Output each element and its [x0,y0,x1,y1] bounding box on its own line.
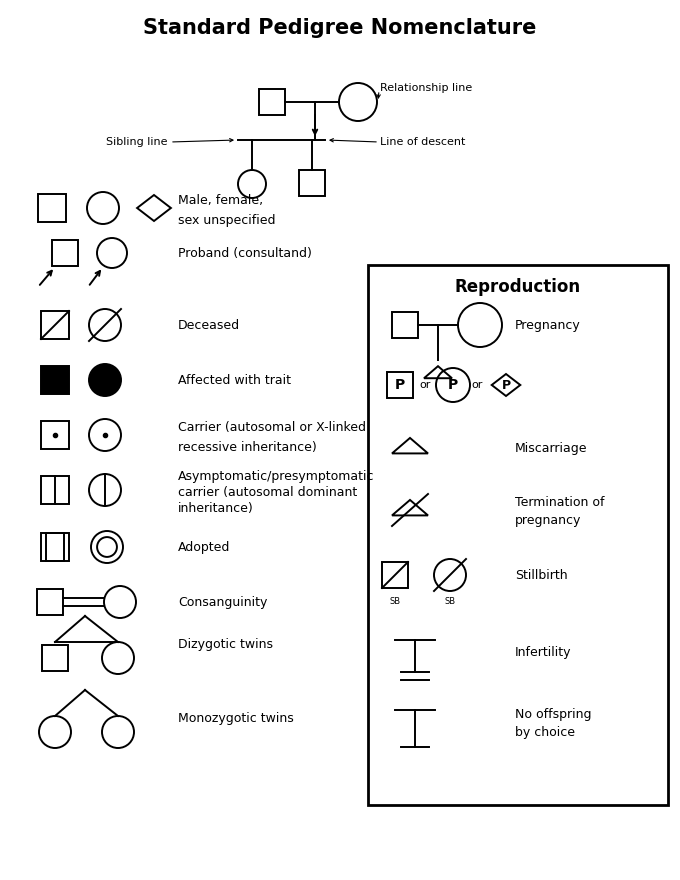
Text: Consanguinity: Consanguinity [178,596,267,608]
Text: P: P [501,378,511,392]
Text: Adopted: Adopted [178,540,231,554]
Text: carrier (autosomal dominant: carrier (autosomal dominant [178,486,357,498]
Bar [41,421,69,449]
Bar [38,194,66,222]
Bar [41,476,69,504]
Text: Line of descent: Line of descent [380,137,465,147]
Text: Reproduction: Reproduction [455,278,581,296]
Text: Pregnancy: Pregnancy [515,319,581,332]
Text: SB: SB [445,597,456,606]
Bar [392,312,418,338]
Text: Proband (consultand): Proband (consultand) [178,246,312,260]
Text: or: or [420,380,430,390]
Bar [52,240,78,266]
Bar [41,366,69,394]
Text: recessive inheritance): recessive inheritance) [178,441,317,453]
Bar [37,589,63,615]
Text: pregnancy: pregnancy [515,514,581,526]
Text: sex unspecified: sex unspecified [178,214,275,226]
Text: Relationship line: Relationship line [380,83,472,93]
Text: inheritance): inheritance) [178,502,254,515]
Text: Affected with trait: Affected with trait [178,373,291,386]
Bar [387,372,413,398]
Text: Stillbirth: Stillbirth [515,568,568,582]
Text: Infertility: Infertility [515,646,571,658]
Text: P: P [448,378,458,392]
Bar [42,645,68,671]
Bar [259,89,285,115]
Bar [368,265,668,805]
Text: Sibling line: Sibling line [107,137,168,147]
Text: Termination of: Termination of [515,495,605,509]
Text: Monozygotic twins: Monozygotic twins [178,712,294,724]
Bar [41,533,69,561]
Text: Standard Pedigree Nomenclature: Standard Pedigree Nomenclature [143,18,537,38]
Bar [382,562,408,588]
Bar [41,311,69,339]
Text: Dizygotic twins: Dizygotic twins [178,637,273,650]
Text: Miscarriage: Miscarriage [515,442,588,454]
Text: No offspring: No offspring [515,708,592,721]
Text: Asymptomatic/presymptomatic: Asymptomatic/presymptomatic [178,470,375,482]
Text: Deceased: Deceased [178,319,240,332]
Circle shape [89,364,121,396]
Bar [299,170,325,196]
Text: Carrier (autosomal or X-linked: Carrier (autosomal or X-linked [178,421,366,434]
Text: by choice: by choice [515,725,575,738]
Text: or: or [471,380,483,390]
Text: P: P [395,378,405,392]
Text: Male, female,: Male, female, [178,194,263,207]
Text: SB: SB [390,597,401,606]
